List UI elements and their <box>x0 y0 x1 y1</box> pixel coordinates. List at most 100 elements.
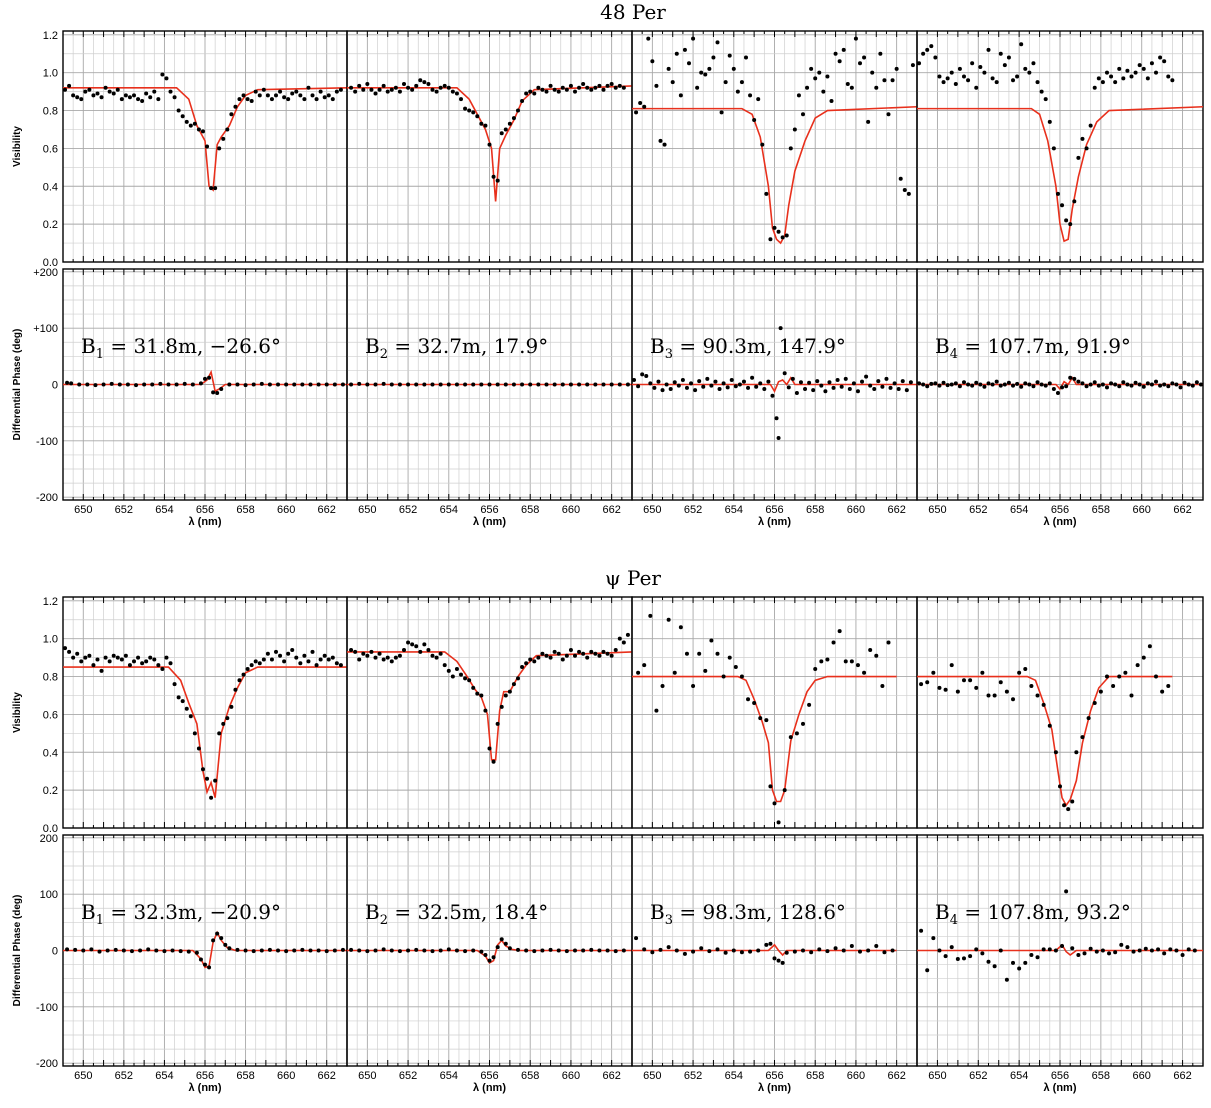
x-tick-label: 654 <box>1010 1070 1028 1082</box>
visibility-tick-label: 0.4 <box>43 747 58 759</box>
visibility-data-point <box>516 676 520 681</box>
visibility-data-point <box>874 653 879 658</box>
phase-data-point <box>847 387 852 392</box>
baseline-annotation: B1 = 32.3m, −20.9° <box>81 900 281 928</box>
visibility-data-point <box>906 191 911 196</box>
visibility-data-point <box>422 642 427 647</box>
visibility-data-point <box>744 55 748 60</box>
x-tick-label: 662 <box>318 504 336 516</box>
phase-data-point <box>215 390 220 395</box>
visibility-data-point <box>393 655 398 660</box>
visibility-data-point <box>658 138 663 143</box>
visibility-data-point <box>188 714 193 719</box>
phase-data-point <box>819 383 824 388</box>
visibility-data-point <box>79 659 84 664</box>
phase-data-point <box>640 372 645 377</box>
x-tick-label: 658 <box>236 1070 254 1082</box>
visibility-data-point <box>115 87 120 92</box>
phase-data-point <box>717 387 722 392</box>
visibility-data-point <box>495 178 500 183</box>
visibility-data-point <box>703 72 708 77</box>
phase-data-point <box>516 947 520 952</box>
visibility-data-point <box>589 649 594 654</box>
baseline-subscript: 1 <box>96 347 104 362</box>
visibility-data-point <box>1137 63 1142 68</box>
visibility-data-point <box>642 663 647 668</box>
phase-data-point <box>880 384 885 389</box>
phase-data-point <box>1113 950 1118 955</box>
visibility-data-point <box>709 638 714 643</box>
phase-data-point <box>811 388 816 393</box>
visibility-data-point <box>402 648 406 653</box>
visibility-data-point <box>532 659 537 664</box>
visibility-data-point <box>829 99 834 104</box>
phase-data-point <box>438 382 443 387</box>
phase-data-point <box>756 948 761 953</box>
visibility-data-point <box>794 731 799 736</box>
phase-data-point <box>105 948 110 953</box>
baseline-symbol: B <box>365 900 380 924</box>
x-tick-label: 660 <box>277 504 295 516</box>
phase-data-point <box>904 388 909 393</box>
visibility-tick-label: 0.6 <box>43 143 58 155</box>
phase-data-point <box>142 382 147 387</box>
x-axis-label: λ (nm) <box>758 516 791 528</box>
phase-data-point <box>511 382 516 387</box>
phase-data-point <box>917 381 922 386</box>
phase-data-point <box>593 382 598 387</box>
visibility-data-point <box>491 759 496 764</box>
visibility-data-point <box>980 670 985 675</box>
phase-data-point <box>652 385 657 390</box>
visibility-data-point <box>931 670 936 675</box>
visibility-data-point <box>397 89 402 94</box>
visibility-data-point <box>298 93 303 98</box>
phase-data-point <box>851 381 856 386</box>
visibility-data-point <box>788 146 793 151</box>
visibility-data-point <box>148 655 153 660</box>
visibility-data-point <box>233 687 238 692</box>
phase-data-point <box>1006 380 1011 385</box>
visibility-data-point <box>886 640 891 645</box>
phase-data-point <box>825 949 830 954</box>
phase-data-point <box>725 385 730 390</box>
x-tick-label: 650 <box>74 1070 92 1082</box>
phase-data-point <box>748 949 753 954</box>
x-tick-label: 650 <box>358 1070 376 1082</box>
phase-tick-label: -100 <box>36 1002 58 1014</box>
visibility-data-point <box>1133 70 1138 75</box>
visibility-data-point <box>621 85 626 90</box>
visibility-data-point <box>245 666 250 671</box>
visibility-data-point <box>784 233 789 238</box>
visibility-data-point <box>760 142 765 147</box>
phase-data-point <box>357 948 362 953</box>
phase-data-point <box>349 947 354 952</box>
phase-data-point <box>121 948 126 953</box>
phase-data-point <box>1109 381 1114 386</box>
phase-data-point <box>1113 382 1118 387</box>
phase-data-point <box>349 382 354 387</box>
visibility-data-point <box>1027 70 1032 75</box>
visibility-tick-label: 0.2 <box>43 219 58 231</box>
visibility-data-point <box>282 659 287 664</box>
x-tick-label: 650 <box>928 504 946 516</box>
visibility-data-point <box>160 72 165 77</box>
baseline-annotation: B3 = 90.3m, 147.9° <box>650 334 846 362</box>
phase-data-point <box>890 948 895 953</box>
visibility-data-point <box>796 93 801 98</box>
visibility-data-point <box>148 95 153 100</box>
phase-data-point <box>949 382 954 387</box>
x-tick-label: 662 <box>887 504 905 516</box>
panel-4: B4 = 107.7m, 91.9° 650 652 654 656 658 660 662 λ… <box>916 30 1204 528</box>
phase-data-point <box>211 390 216 395</box>
phase-tick-label: +200 <box>33 267 58 279</box>
x-tick-label: 658 <box>236 504 254 516</box>
x-tick-label: 662 <box>1173 1070 1191 1082</box>
visibility-data-point <box>886 112 891 117</box>
phase-data-point <box>198 381 203 386</box>
visibility-data-point <box>67 83 72 88</box>
visibility-model-line <box>917 105 1204 243</box>
visibility-data-point <box>229 704 234 709</box>
visibility-data-point <box>397 653 402 658</box>
visibility-data-point <box>107 89 112 94</box>
visibility-data-point <box>119 97 124 102</box>
